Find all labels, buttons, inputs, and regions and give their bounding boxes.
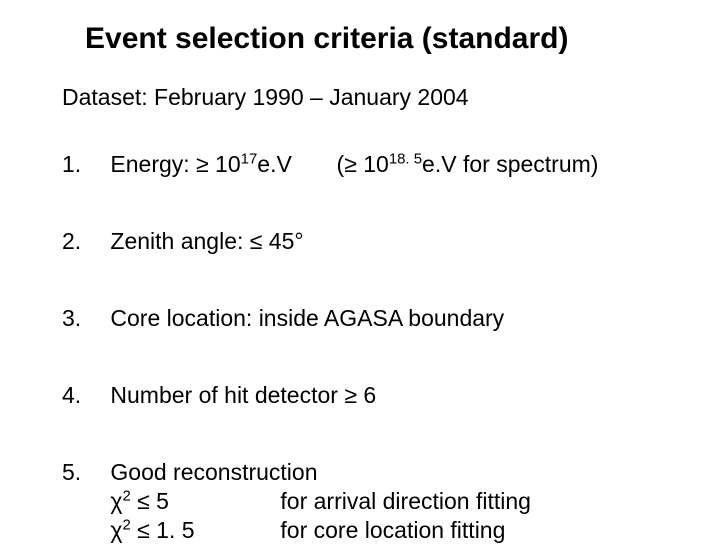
criterion-2-number: 2.	[62, 227, 104, 256]
chi2: χ	[110, 517, 122, 543]
criterion-4-body: Number of hit detector ≥ 6	[110, 381, 670, 410]
energy-paren: (≥ 10	[337, 151, 389, 177]
energy-exp1: 17	[241, 150, 258, 167]
criterion-5: 5. Good reconstruction χ2 ≤ 5 for arrival…	[62, 458, 670, 544]
energy-unit1: e.V	[257, 151, 292, 177]
chi1-exp: 2	[122, 487, 130, 504]
criterion-4-number: 4.	[62, 381, 104, 410]
dataset-line: Dataset: February 1990 – January 2004	[62, 84, 469, 111]
energy-label: Energy: ≥ 10	[110, 151, 240, 177]
criterion-3: 3. Core location: inside AGASA boundary	[62, 304, 670, 333]
criterion-2-body: Zenith angle: ≤ 45°	[110, 227, 670, 256]
criterion-3-body: Core location: inside AGASA boundary	[110, 304, 670, 333]
criterion-2: 2. Zenith angle: ≤ 45°	[62, 227, 670, 256]
criterion-3-number: 3.	[62, 304, 104, 333]
energy-exp2: 18. 5	[389, 150, 422, 167]
chi1-desc: for arrival direction fitting	[280, 488, 531, 514]
slide-title: Event selection criteria (standard)	[85, 22, 569, 56]
criterion-1: 1. Energy: ≥ 1017e.V (≥ 1018. 5e.V for s…	[62, 150, 670, 179]
chi1: χ	[110, 488, 122, 514]
energy-gap	[292, 151, 337, 177]
chi1-cond: ≤ 5	[131, 488, 169, 514]
chi2-cond: ≤ 1. 5	[131, 517, 195, 543]
criterion-1-body: Energy: ≥ 1017e.V (≥ 1018. 5e.V for spec…	[110, 150, 670, 179]
criterion-4: 4. Number of hit detector ≥ 6	[62, 381, 670, 410]
chi2-desc: for core location fitting	[280, 517, 505, 543]
chi2-exp: 2	[122, 516, 130, 533]
criterion-5-number: 5.	[62, 458, 104, 487]
criterion-5-body: Good reconstruction χ2 ≤ 5 for arrival di…	[110, 458, 670, 544]
criterion-1-number: 1.	[62, 150, 104, 179]
good-recon-label: Good reconstruction	[110, 459, 317, 485]
energy-unit2: e.V for spectrum)	[422, 151, 598, 177]
